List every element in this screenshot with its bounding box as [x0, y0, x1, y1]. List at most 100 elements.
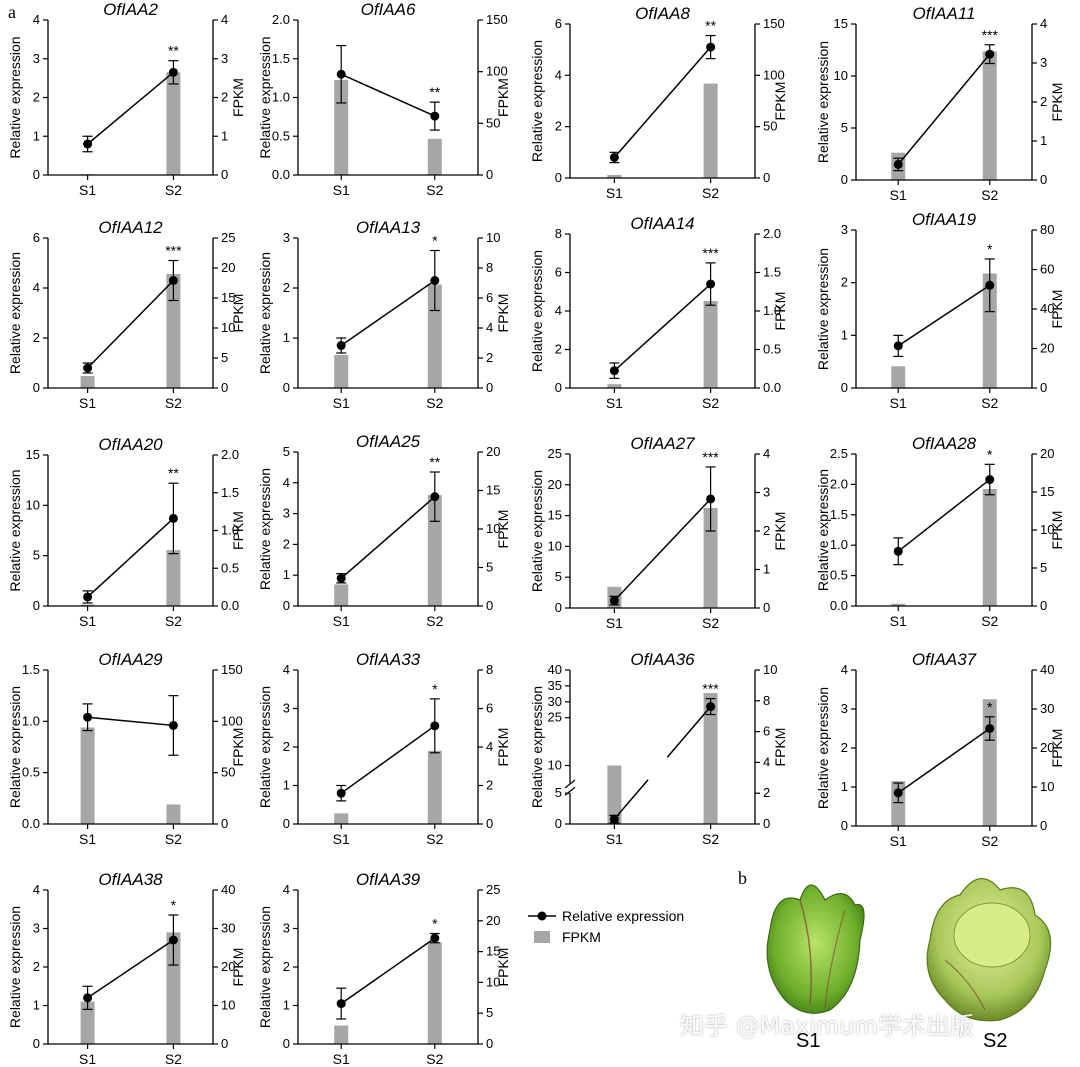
y2-axis-title: FPKM — [495, 728, 511, 767]
left-tick-label: 2 — [33, 90, 40, 105]
bar-fpkm-S2 — [982, 488, 997, 606]
right-tick-label: 0 — [221, 167, 228, 182]
right-tick-label: 0 — [221, 380, 228, 395]
left-tick-label: 0 — [33, 1036, 40, 1051]
left-tick-label: 3 — [283, 506, 290, 521]
bud-s2-image — [926, 878, 1052, 1022]
x-tick-label-S1: S1 — [890, 395, 907, 411]
chart-title: OfIAA29 — [98, 650, 163, 669]
y-axis-title: Relative expression — [529, 470, 545, 592]
point-relative-expression-S2 — [430, 276, 440, 285]
right-tick-label: 15 — [486, 483, 500, 498]
bar-fpkm-S1 — [334, 584, 349, 606]
y-axis-title: Relative expression — [815, 248, 831, 370]
y-axis-title: Relative expression — [7, 686, 23, 808]
right-tick-label: 20 — [221, 260, 235, 275]
point-relative-expression-S1 — [893, 341, 903, 351]
right-tick-label: 2 — [763, 785, 770, 800]
right-tick-label: 4 — [763, 754, 770, 769]
significance-mark: *** — [702, 449, 719, 465]
flower-bud-photos — [766, 878, 1052, 1022]
right-tick-label: 1.0 — [221, 523, 239, 538]
y-axis-title: Relative expression — [529, 250, 545, 372]
point-relative-expression-S2 — [706, 279, 716, 289]
y-axis-title: Relative expression — [7, 252, 23, 374]
x-tick-label-S1: S1 — [890, 833, 907, 849]
chart-title: OfIAA6 — [361, 0, 416, 19]
left-tick-label: 1 — [841, 779, 848, 794]
right-tick-label: 150 — [221, 662, 243, 677]
right-tick-label: 20 — [486, 913, 500, 928]
left-tick-label: 2.5 — [830, 446, 848, 461]
left-tick-label: 2 — [841, 740, 848, 755]
left-tick-label: 0 — [555, 816, 562, 831]
line-relative-expression — [613, 283, 712, 372]
bar-fpkm-S2 — [703, 693, 718, 824]
x-tick-label-S1: S1 — [606, 831, 623, 847]
left-tick-label: 0.0 — [22, 816, 40, 831]
right-tick-label: 15 — [486, 944, 500, 959]
point-relative-expression-S2 — [430, 933, 440, 943]
y2-axis-title: FPKM — [230, 511, 246, 550]
y-axis-title: Relative expression — [529, 40, 545, 162]
x-tick-label-S1: S1 — [606, 615, 623, 631]
bar-fpkm-S1 — [334, 355, 349, 388]
x-tick-label-S1: S1 — [333, 831, 350, 847]
right-tick-label: 40 — [1040, 301, 1054, 316]
left-tick-label: 1.5 — [830, 507, 848, 522]
photo-label-s2: S2 — [983, 1030, 1008, 1052]
right-tick-label: 100 — [763, 67, 785, 82]
point-relative-expression-S2 — [706, 42, 716, 52]
right-tick-label: 20 — [486, 444, 500, 459]
right-tick-label: 0.0 — [221, 598, 239, 613]
left-tick-label: 10 — [834, 68, 848, 83]
right-tick-label: 150 — [486, 12, 508, 27]
bar-fpkm-S2 — [166, 550, 181, 606]
bar-fpkm-S2 — [427, 750, 442, 824]
chart-title: OfIAA12 — [98, 218, 163, 237]
left-tick-label: 5 — [555, 785, 562, 800]
line-relative-expression — [87, 71, 174, 145]
significance-mark: ** — [429, 454, 440, 470]
x-tick-label-S1: S1 — [606, 395, 623, 411]
x-tick-label-S2: S2 — [426, 831, 443, 847]
left-tick-label: 10 — [548, 538, 562, 553]
point-relative-expression-S1 — [893, 159, 903, 169]
significance-mark: *** — [982, 27, 999, 43]
left-tick-label: 0.0 — [830, 598, 848, 613]
left-tick-label: 5 — [841, 120, 848, 135]
significance-mark: *** — [702, 681, 719, 697]
left-tick-label: 2 — [283, 280, 290, 295]
line-relative-expression — [897, 727, 991, 794]
left-tick-label: 3 — [841, 222, 848, 237]
line-relative-expression — [340, 937, 436, 1005]
point-relative-expression-S1 — [609, 366, 619, 376]
chart-title: OfIAA25 — [356, 432, 421, 451]
right-tick-label: 0 — [763, 170, 770, 185]
right-tick-label: 0 — [486, 1036, 493, 1051]
left-tick-label: 3 — [33, 921, 40, 936]
point-relative-expression-S2 — [430, 111, 440, 121]
y-axis-title: Relative expression — [815, 687, 831, 809]
right-tick-label: 40 — [1040, 662, 1054, 677]
x-tick-label-S2: S2 — [426, 613, 443, 629]
line-relative-expression — [897, 284, 991, 347]
point-relative-expression-S1 — [336, 69, 346, 79]
point-relative-expression-S1 — [336, 999, 346, 1009]
left-tick-label: 1 — [283, 778, 290, 793]
left-tick-label: 2 — [555, 342, 562, 357]
photo-label-s1: S1 — [796, 1030, 821, 1052]
y2-axis-title: FPKM — [772, 82, 788, 121]
chart-OfIAA19: 0 1 2 3 0 20 40 60 80 S1 S2 Relative expression FPKM… — [815, 210, 1065, 411]
chart-OfIAA13: 0 1 2 3 0 2 4 6 8 10 S1 S2 Relative expression FPKM Of… — [257, 218, 511, 411]
bar-fpkm-S1 — [891, 366, 906, 388]
line-relative-expression — [613, 779, 649, 820]
x-tick-label-S1: S1 — [890, 613, 907, 629]
x-tick-label-S2: S2 — [702, 831, 719, 847]
chart-title: OfIAA37 — [912, 650, 977, 669]
y2-axis-title: FPKM — [1049, 290, 1065, 329]
right-tick-label: 1.5 — [763, 265, 781, 280]
point-relative-expression-S1 — [609, 814, 619, 824]
chart-title: OfIAA8 — [635, 4, 690, 23]
